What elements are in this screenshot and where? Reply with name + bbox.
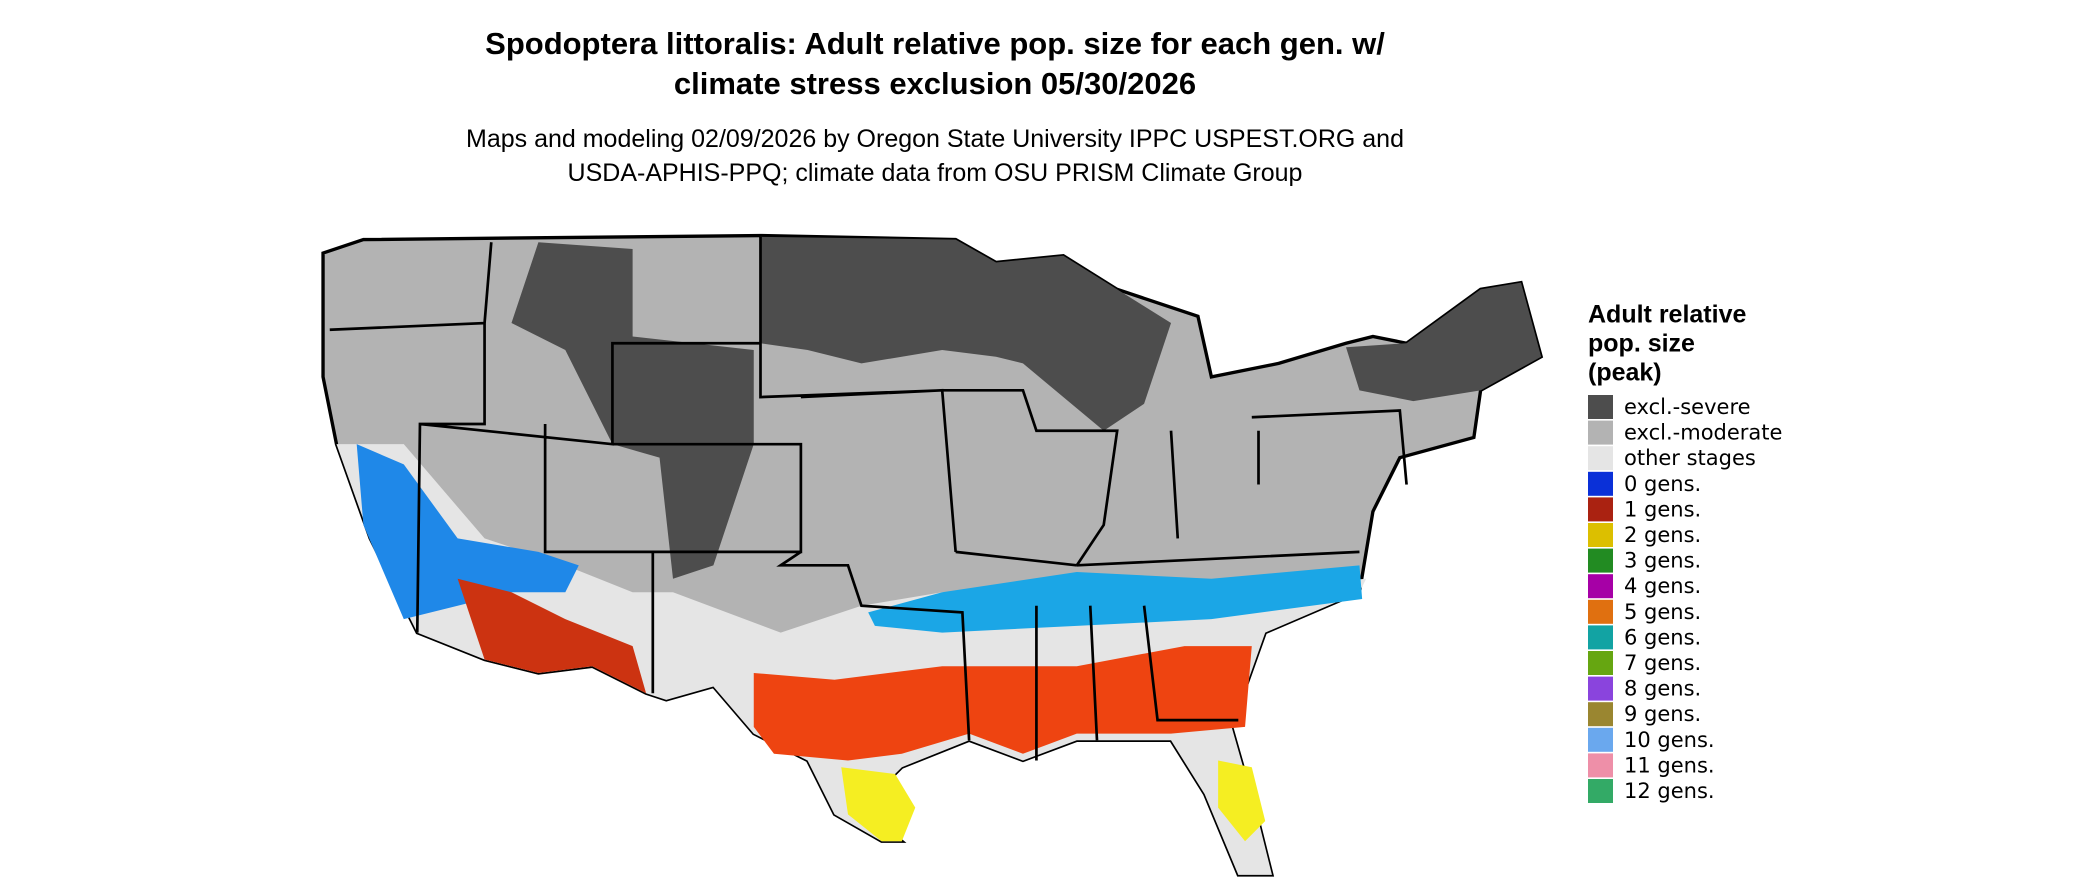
legend-swatch	[1588, 727, 1613, 752]
us-map	[321, 233, 1544, 877]
legend-label: 5 gens.	[1624, 600, 1701, 624]
excl-severe-rockies	[511, 242, 754, 579]
legend-swatch	[1588, 702, 1613, 727]
other-stages-south	[336, 444, 1367, 875]
one-gens-south	[753, 646, 1252, 761]
legend-swatch	[1588, 548, 1613, 573]
legend-swatch	[1588, 395, 1613, 419]
legend-label: 10 gens.	[1624, 728, 1715, 752]
subtitle-line: Maps and modeling 02/09/2026 by Oregon S…	[466, 125, 1404, 153]
legend-label: 11 gens.	[1624, 753, 1715, 777]
legend-label: excl.-severe	[1624, 395, 1751, 419]
legend-swatch	[1588, 471, 1613, 496]
legend-swatch	[1588, 753, 1613, 778]
legend-label: 0 gens.	[1624, 472, 1701, 496]
legend-title: pop. size	[1588, 330, 1695, 358]
legend-label: 4 gens.	[1624, 574, 1701, 598]
legend-swatch	[1588, 779, 1613, 803]
title: Spodoptera littoralis: Adult relative po…	[335, 24, 1535, 104]
subtitle: Maps and modeling 02/09/2026 by Oregon S…	[335, 122, 1535, 190]
excl-severe-northeast	[1346, 282, 1542, 402]
title-line: Spodoptera littoralis: Adult relative po…	[485, 26, 1385, 61]
legend-label: excl.-moderate	[1624, 421, 1782, 445]
legend-label: 6 gens.	[1624, 625, 1701, 649]
legend-title: Adult relative	[1588, 301, 1746, 329]
legend-swatch	[1588, 651, 1613, 675]
zero-gens-west	[356, 444, 579, 620]
legend-title: (peak)	[1588, 359, 1662, 387]
legend-swatch	[1588, 446, 1613, 471]
legend-swatch	[1588, 599, 1613, 624]
two-gens-texas	[841, 767, 916, 842]
legend-swatch	[1588, 625, 1613, 650]
legend-label: 8 gens.	[1624, 677, 1701, 701]
title-line: climate stress exclusion 05/30/2026	[673, 66, 1197, 101]
legend-label: 3 gens.	[1624, 549, 1701, 573]
two-gens-florida	[1218, 760, 1266, 842]
legend-swatch	[1588, 574, 1613, 599]
legend-label: 9 gens.	[1624, 702, 1701, 726]
legend-swatch	[1588, 676, 1613, 701]
excl-severe-north	[760, 236, 1172, 431]
legend-swatch	[1588, 523, 1613, 547]
legend-label: 2 gens.	[1624, 523, 1701, 547]
legend-label: 1 gens.	[1624, 497, 1701, 521]
subtitle-line: USDA-APHIS-PPQ; climate data from OSU PR…	[567, 159, 1303, 187]
legend-swatch	[1588, 420, 1613, 445]
legend-swatch	[1588, 497, 1613, 522]
legend-label: 7 gens.	[1624, 651, 1701, 675]
legend-label: other stages	[1624, 446, 1756, 470]
state-borders	[329, 236, 1408, 761]
legend-label: 12 gens.	[1624, 779, 1715, 803]
zero-gens-band	[868, 565, 1363, 633]
